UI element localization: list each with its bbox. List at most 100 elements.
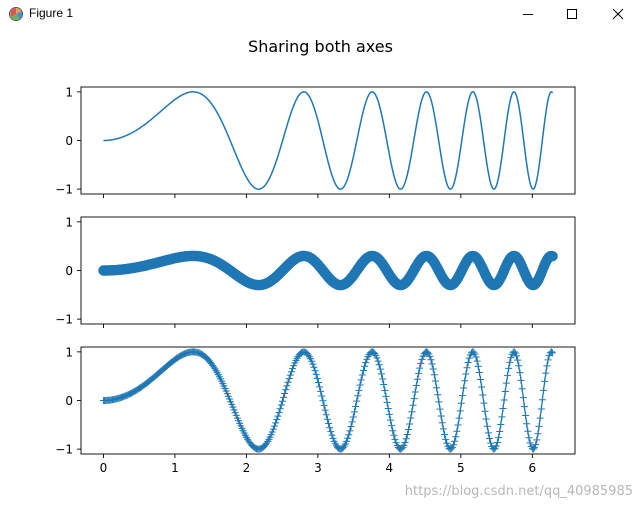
plus-marker	[357, 376, 365, 384]
close-icon	[612, 8, 624, 20]
plus-marker	[452, 433, 460, 441]
plus-marker	[343, 437, 351, 445]
plus-marker	[281, 390, 289, 398]
plus-marker	[543, 362, 551, 370]
plus-marker	[210, 363, 218, 371]
plus-marker	[516, 369, 524, 377]
plus-marker	[380, 381, 388, 389]
plus-marker	[525, 434, 533, 442]
plus-marker	[409, 401, 417, 409]
subplot-3: −1 0 1 0 1 2 3 4 5 6	[55, 345, 576, 475]
plus-marker	[482, 415, 490, 423]
plus-marker	[504, 371, 512, 379]
plus-marker	[534, 430, 542, 438]
plus-marker	[408, 408, 416, 416]
plus-marker	[537, 405, 545, 413]
subplot-data-group	[99, 348, 557, 453]
maximize-button[interactable]	[549, 0, 595, 28]
plus-marker	[309, 360, 317, 368]
plus-marker	[426, 352, 434, 360]
plus-marker	[481, 407, 489, 415]
watermark: https://blog.csdn.net/qq_40985985	[404, 484, 633, 499]
minimize-icon	[523, 14, 533, 15]
plus-marker	[457, 399, 465, 407]
plus-marker	[319, 397, 327, 405]
plus-marker	[276, 405, 284, 413]
plus-marker	[479, 391, 487, 399]
plus-marker	[480, 399, 488, 407]
plus-marker	[403, 430, 411, 438]
plus-marker	[434, 391, 442, 399]
plus-marker	[544, 356, 552, 364]
plus-marker	[322, 411, 330, 419]
plus-marker	[383, 398, 391, 406]
plus-marker	[289, 365, 297, 373]
plus-marker	[443, 439, 451, 447]
plus-marker	[273, 416, 281, 424]
plus-marker	[269, 425, 277, 433]
y-tick-label: 0	[65, 394, 73, 408]
plus-marker	[271, 422, 279, 430]
plus-marker	[549, 349, 557, 357]
plus-marker	[407, 414, 415, 422]
plus-marker	[373, 354, 381, 362]
plus-marker	[436, 405, 444, 413]
plus-marker	[328, 431, 336, 439]
plus-marker	[347, 423, 355, 431]
plus-marker	[499, 405, 507, 413]
plus-marker	[358, 371, 366, 379]
plus-marker	[415, 369, 423, 377]
plus-marker	[318, 392, 326, 400]
plus-marker	[317, 387, 325, 395]
y-tick-label: 1	[65, 85, 73, 99]
plus-marker	[462, 370, 470, 378]
plus-marker	[493, 438, 501, 446]
plus-marker	[323, 415, 331, 423]
plus-marker	[401, 438, 409, 446]
plus-marker	[284, 378, 292, 386]
plus-marker	[286, 371, 294, 379]
plus-marker	[502, 379, 510, 387]
plus-marker	[304, 351, 312, 359]
plus-marker	[460, 384, 468, 392]
plus-marker	[430, 371, 438, 379]
plus-marker	[529, 445, 537, 453]
plus-marker	[492, 442, 500, 450]
y-tick-label: 0	[65, 134, 73, 148]
figure-app-icon	[9, 7, 23, 21]
x-tick-label: 3	[314, 461, 322, 475]
window-title: Figure 1	[29, 6, 74, 20]
plus-marker	[463, 364, 471, 372]
plus-marker	[541, 377, 549, 385]
plus-marker	[520, 403, 528, 411]
plus-marker	[275, 408, 283, 416]
plus-marker	[313, 374, 321, 382]
plus-marker	[320, 401, 328, 409]
minimize-button[interactable]	[505, 0, 551, 28]
plus-marker	[277, 401, 285, 409]
plus-marker	[433, 384, 441, 392]
plus-marker	[268, 428, 276, 436]
plus-marker	[274, 412, 282, 420]
plus-marker	[391, 435, 399, 443]
plus-marker	[441, 431, 448, 438]
plus-marker	[388, 422, 396, 430]
plus-marker	[377, 370, 385, 378]
plus-marker	[464, 358, 472, 366]
plus-marker	[374, 357, 382, 365]
plus-marker	[416, 364, 424, 372]
x-tick-label: 2	[243, 461, 251, 475]
axes-frame	[80, 86, 576, 195]
plus-marker	[518, 385, 526, 393]
plus-marker	[321, 406, 329, 414]
plus-marker	[473, 357, 481, 365]
plus-marker	[400, 441, 408, 449]
plus-marker	[327, 428, 335, 436]
x-tick-label: 6	[529, 461, 537, 475]
plus-marker	[418, 355, 426, 363]
plus-marker	[498, 413, 506, 421]
plus-marker	[412, 381, 420, 389]
close-button[interactable]	[595, 0, 641, 28]
plus-marker	[450, 441, 457, 449]
